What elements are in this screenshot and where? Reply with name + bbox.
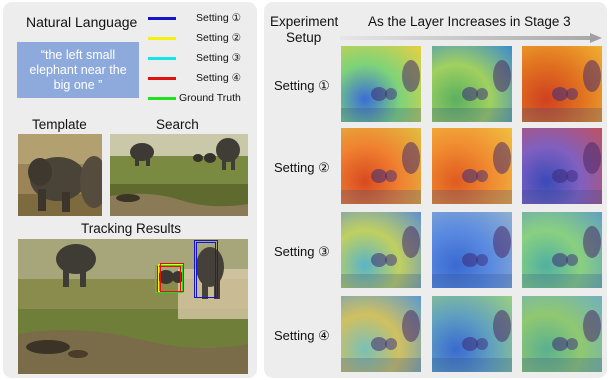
template-image <box>18 134 102 216</box>
attention-heatmap <box>432 296 512 372</box>
attention-heatmap <box>522 296 602 372</box>
template-title: Template <box>32 117 87 132</box>
setting-row-label: Setting ④ <box>274 328 330 343</box>
layer-increase-arrow <box>340 33 602 43</box>
legend-swatch <box>148 77 176 80</box>
tracking-results-image <box>18 239 248 374</box>
query-text: “the left small elephant near the big on… <box>29 47 127 92</box>
experiment-setup-title-line1: Experiment <box>270 14 339 29</box>
natural-language-title: Natural Language <box>26 14 138 30</box>
tracking-box <box>194 240 218 298</box>
legend-label: Setting ④ <box>196 72 242 84</box>
legend-swatch <box>148 57 176 60</box>
experiment-setup-title-line2: Setup <box>286 30 322 45</box>
tracking-box <box>155 265 183 293</box>
setting-row-label: Setting ① <box>274 78 330 93</box>
setting-row-label: Setting ② <box>274 160 330 175</box>
query-text-box: “the left small elephant near the big on… <box>17 42 139 98</box>
attention-heatmap <box>432 128 512 204</box>
search-title: Search <box>156 117 199 132</box>
legend-label: Ground Truth <box>179 92 241 104</box>
attention-heatmap <box>522 46 602 122</box>
legend-swatch <box>148 37 176 40</box>
attention-heatmap <box>341 212 421 288</box>
attention-heatmap <box>522 128 602 204</box>
layer-increase-header: As the Layer Increases in Stage 3 <box>368 14 571 29</box>
setting-row-label: Setting ③ <box>274 244 330 259</box>
attention-heatmap <box>341 46 421 122</box>
attention-heatmap <box>341 128 421 204</box>
search-image <box>110 134 248 216</box>
legend-swatch <box>148 97 176 100</box>
attention-heatmap <box>522 212 602 288</box>
legend-label: Setting ② <box>196 32 242 44</box>
legend-label: Setting ① <box>196 12 242 24</box>
tracking-results-title: Tracking Results <box>81 221 182 236</box>
tracking-box <box>160 263 184 292</box>
legend-label: Setting ③ <box>196 52 242 64</box>
legend-swatch <box>148 17 176 20</box>
attention-heatmap <box>432 212 512 288</box>
attention-heatmap <box>432 46 512 122</box>
attention-heatmap <box>341 296 421 372</box>
